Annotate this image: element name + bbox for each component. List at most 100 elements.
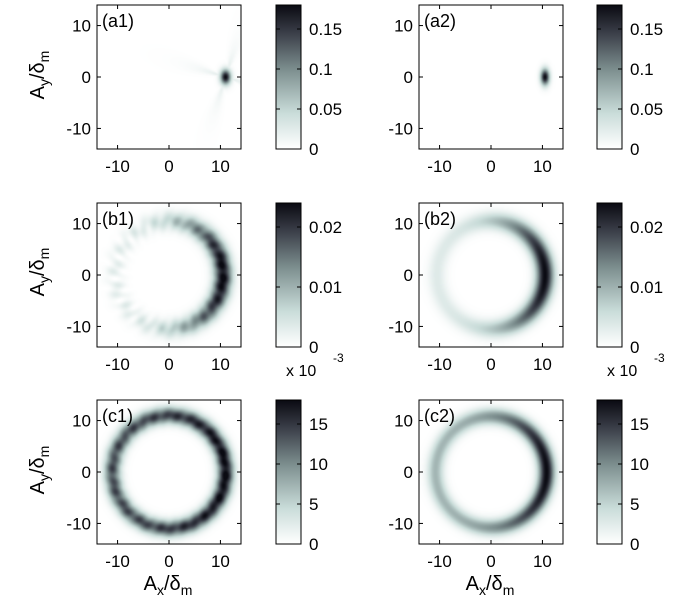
svg-text:Ay/δm: Ay/δm — [27, 446, 52, 495]
x-tick-label: 10 — [533, 552, 552, 571]
panel-label: (a1) — [102, 11, 134, 31]
colorbar-exponent: x 10 — [286, 363, 316, 380]
ylabel-sub: y — [36, 79, 52, 86]
colorbar — [275, 399, 302, 545]
ylabel-tail-sub: m — [36, 248, 52, 260]
colorbar-tick-label: 0.01 — [309, 278, 342, 297]
y-tick-label: 0 — [404, 68, 413, 87]
colorbar-tick-label: 0.05 — [309, 100, 342, 119]
y-tick-label: -10 — [66, 119, 91, 138]
y-tick-label: -10 — [388, 317, 413, 336]
panel-label: (a2) — [424, 11, 456, 31]
x-tick-label: 10 — [533, 355, 552, 374]
y-tick-label: 10 — [72, 412, 91, 431]
y-tick-label: 10 — [394, 215, 413, 234]
colorbar-exponent-power: -3 — [654, 351, 665, 365]
colorbar-tick-label: 0.1 — [309, 60, 333, 79]
y-tick-label: 0 — [82, 463, 91, 482]
colorbar-tick-label: 10 — [309, 455, 328, 474]
colorbar — [275, 4, 302, 150]
y-tick-label: 0 — [82, 266, 91, 285]
colorbar-tick-label: 0.02 — [630, 218, 663, 237]
colorbar-tick-label: 5 — [309, 495, 318, 514]
colorbar-tick-label: 0.1 — [630, 60, 654, 79]
colorbar-tick-label: 5 — [630, 495, 639, 514]
heatmap-image — [97, 400, 241, 544]
colorbar-tick-label: 0 — [309, 140, 318, 159]
colorbar — [596, 202, 623, 348]
y-tick-label: -10 — [388, 119, 413, 138]
ylabel-row-c: Ay/δm — [27, 446, 52, 495]
y-tick-label: 0 — [404, 463, 413, 482]
colorbar-tick-label: 0 — [309, 535, 318, 554]
x-tick-label: 10 — [211, 157, 230, 176]
panel-b2: -10 0 10 -10 0 10 (b2) 0 0.01 0.02 — [388, 202, 663, 374]
x-tick-label: 0 — [486, 355, 495, 374]
y-tick-label: 0 — [82, 68, 91, 87]
heatmap-image — [97, 5, 241, 149]
x-tick-label: -10 — [427, 157, 452, 176]
colorbar-exponent: x 10 — [607, 363, 637, 380]
colorbar-tick-label: 10 — [630, 455, 649, 474]
xlabel-left: Ax/δm — [144, 573, 193, 598]
colorbar-tick-label: 0 — [309, 338, 318, 357]
colorbar — [596, 4, 623, 150]
x-tick-label: 0 — [164, 157, 173, 176]
x-tick-label: 10 — [211, 355, 230, 374]
x-tick-label: 0 — [486, 552, 495, 571]
colorbar — [275, 202, 302, 348]
x-tick-label: 0 — [486, 157, 495, 176]
panel-label: (c2) — [424, 406, 455, 426]
y-tick-label: 0 — [404, 266, 413, 285]
colorbar-tick-label: 15 — [309, 415, 328, 434]
colorbar-exponent-power: -3 — [333, 351, 344, 365]
ylabel-sub: y — [36, 276, 52, 283]
x-tick-label: -10 — [427, 552, 452, 571]
panel-label: (c1) — [102, 406, 133, 426]
panel-c2: -10 0 10 -10 0 10 (c2) 0 5 10 15 x 10 -3 — [388, 351, 665, 571]
heatmap-image — [97, 203, 241, 347]
ylabel-main: A — [27, 480, 49, 494]
ylabel-row-a: Ay/δm — [27, 51, 52, 100]
xlabel-right: Ax/δm — [466, 573, 515, 598]
x-tick-label: -10 — [105, 552, 130, 571]
ylabel-main: A — [27, 85, 49, 99]
heatmap-image — [419, 5, 563, 149]
y-tick-label: -10 — [388, 514, 413, 533]
y-tick-label: 10 — [72, 17, 91, 36]
ylabel-sub: y — [36, 474, 52, 481]
y-tick-label: 10 — [72, 215, 91, 234]
x-tick-label: 10 — [533, 157, 552, 176]
y-tick-label: -10 — [66, 317, 91, 336]
colorbar-tick-label: 0 — [630, 535, 639, 554]
ylabel-tail: /δ — [27, 259, 49, 276]
colorbar-tick-label: 0.15 — [630, 20, 663, 39]
colorbar-tick-label: 0.15 — [309, 20, 342, 39]
x-tick-label: -10 — [105, 355, 130, 374]
colorbar-tick-label: 0.02 — [309, 218, 342, 237]
panel-a2: -10 0 10 -10 0 10 (a2) 0 0.05 0.1 0.15 — [388, 4, 663, 176]
x-tick-label: 0 — [164, 552, 173, 571]
ylabel-row-b: Ay/δm — [27, 248, 52, 297]
panel-c1: -10 0 10 -10 0 10 (c1) 0 5 10 15 x 10 -3 — [66, 351, 344, 571]
colorbar-tick-label: 0 — [630, 140, 639, 159]
ylabel-tail: /δ — [27, 457, 49, 474]
heatmap-image — [419, 400, 563, 544]
colorbar-tick-label: 0.05 — [630, 100, 663, 119]
heatmap-image — [419, 203, 563, 347]
x-tick-label: -10 — [105, 157, 130, 176]
svg-text:Ay/δm: Ay/δm — [27, 51, 52, 100]
panel-a1: -10 0 10 -10 0 10 (a1) 0 0.05 0.1 0.15 — [66, 4, 342, 176]
panel-b1: -10 0 10 -10 0 10 (b1) 0 0.01 0.02 — [66, 202, 342, 374]
colorbar-tick-label: 15 — [630, 415, 649, 434]
colorbar-tick-label: 0 — [630, 338, 639, 357]
y-tick-label: -10 — [66, 514, 91, 533]
ylabel-tail-sub: m — [36, 51, 52, 63]
panel-label: (b2) — [424, 209, 456, 229]
ylabel-tail-sub: m — [36, 446, 52, 458]
ylabel-tail: /δ — [27, 62, 49, 79]
y-tick-label: 10 — [394, 412, 413, 431]
x-tick-label: 10 — [211, 552, 230, 571]
x-tick-label: -10 — [427, 355, 452, 374]
